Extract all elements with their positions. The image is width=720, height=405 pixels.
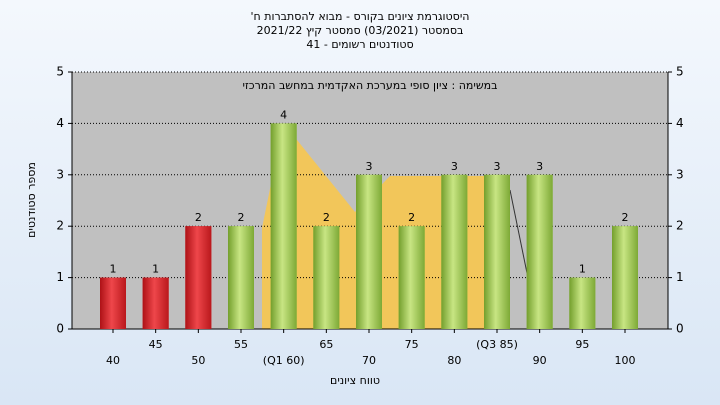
- bar-shade: [270, 123, 297, 330]
- data-label: 1: [152, 263, 159, 276]
- bar-shade: [484, 174, 510, 329]
- data-label: 4: [280, 108, 287, 121]
- y2-tick-label: 4: [676, 116, 684, 130]
- y-axis-label: מספר סטודנטים: [25, 162, 38, 238]
- x-tick-label: 75: [405, 338, 419, 351]
- chart-title: סטודנטים רשומים - 41: [306, 38, 413, 51]
- x-tick-label: 45: [149, 338, 163, 351]
- y2-tick-label: 0: [676, 322, 684, 336]
- y-tick-label: 1: [56, 270, 64, 284]
- x-tick-label: 55: [234, 338, 248, 351]
- data-label: 2: [323, 211, 330, 224]
- x-tick-label: 95: [575, 338, 589, 351]
- data-label: 2: [195, 211, 202, 224]
- y-tick-label: 5: [56, 65, 64, 79]
- x-tick-label: 70: [362, 354, 376, 367]
- x-tick-label: 100: [615, 354, 636, 367]
- bar-shade: [313, 226, 340, 329]
- data-label: 2: [238, 211, 245, 224]
- data-label: 2: [408, 211, 415, 224]
- y-tick-label: 4: [56, 116, 64, 130]
- x-tick-label: 80: [447, 354, 461, 367]
- data-label: 1: [579, 263, 586, 276]
- y-tick-label: 2: [56, 219, 64, 233]
- data-label: 3: [451, 160, 458, 173]
- bar-shade: [398, 226, 425, 329]
- y2-tick-label: 1: [676, 270, 684, 284]
- bar-shade: [356, 174, 382, 329]
- data-label: 1: [110, 263, 117, 276]
- x-tick-label: 50: [191, 354, 205, 367]
- data-label: 2: [622, 211, 629, 224]
- bar-shade: [100, 277, 126, 329]
- bar-shade: [569, 277, 596, 329]
- bar-shade: [441, 174, 468, 329]
- bar-shade: [185, 226, 212, 329]
- bar-shade: [526, 174, 553, 329]
- y-tick-label: 3: [56, 167, 64, 181]
- y-tick-label: 0: [56, 322, 64, 336]
- data-label: 3: [536, 160, 543, 173]
- chart-title: בסמסטר (03/2021) סמסטר קיץ 2021/22: [257, 24, 464, 37]
- y2-tick-label: 3: [676, 167, 684, 181]
- x-tick-label: 90: [533, 354, 547, 367]
- bar-shade: [228, 226, 254, 329]
- x-tick-label: (Q1 60): [263, 354, 305, 367]
- data-label: 3: [494, 160, 501, 173]
- y2-tick-label: 2: [676, 219, 684, 233]
- x-axis-label: טווח ציונים: [330, 374, 380, 387]
- quartile-line: [509, 189, 529, 279]
- subtitle: במשימה : ציון סופי במערכת האקדמית במחשב …: [243, 79, 498, 92]
- x-tick-label: 40: [106, 354, 120, 367]
- bar-shade: [612, 226, 638, 329]
- y2-tick-label: 5: [676, 65, 684, 79]
- bar-shade: [142, 277, 169, 329]
- chart-title: היסטוגרמת ציונים בקורס - מבוא להסתברות ח…: [251, 10, 470, 23]
- data-label: 3: [366, 160, 373, 173]
- x-tick-label: (Q3 85): [476, 338, 518, 351]
- x-tick-label: 65: [319, 338, 333, 351]
